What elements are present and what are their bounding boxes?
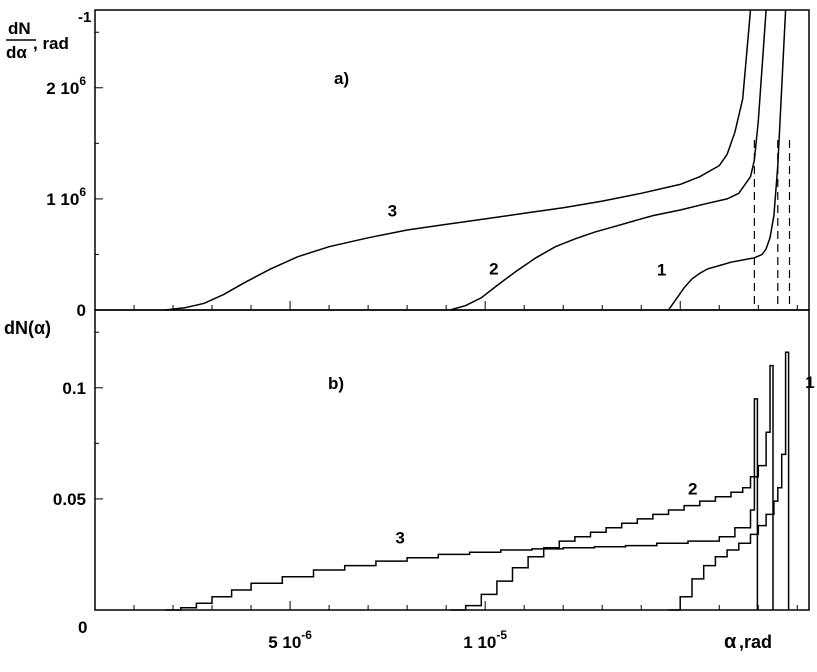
- dashed-lines: [753, 140, 791, 310]
- series-1-line-b: [668, 351, 790, 611]
- y-tick-label: 0.05: [53, 490, 86, 509]
- series-2-label: 2: [489, 259, 498, 278]
- y-tick-label: 0.1: [62, 379, 86, 398]
- x-tick-label: 5 10-6: [268, 628, 312, 652]
- series-3-label: 3: [388, 202, 397, 221]
- series-1-label: 1: [805, 373, 814, 392]
- x-origin-label: 0: [78, 618, 87, 637]
- series-3-label: 3: [395, 528, 404, 547]
- panel-b-label: b): [328, 374, 344, 393]
- panel-a-ylabel-numerator: dN: [8, 19, 31, 38]
- panel-b-ylabel: dN(α): [4, 318, 51, 338]
- series-1-line-a: [667, 9, 787, 311]
- x-axis-unit: ,rad: [739, 632, 772, 652]
- x-tick-labels: 5 10-6 1 10-5: [268, 628, 507, 652]
- y-tick-label: 2 106: [46, 74, 86, 98]
- series-2-label: 2: [688, 479, 697, 498]
- panel-b-ytick-labels: 0.05 0.1: [53, 379, 86, 509]
- x-tick-label: 1 10-5: [463, 628, 507, 652]
- series-2-line-b: [450, 364, 774, 611]
- panel-a-ytick-labels: 0 1 106 2 106: [46, 74, 86, 320]
- y-tick-label: 0: [77, 301, 86, 320]
- panel-a-ylabel-exponent: -1: [78, 9, 91, 26]
- tick-marks: [95, 31, 798, 610]
- panel-a-series-labels: 3 2 1: [388, 202, 667, 280]
- y-tick-label: 1 106: [46, 185, 86, 209]
- series-3-line-a: [165, 9, 752, 311]
- series-2-line-a: [449, 9, 767, 311]
- panel-a-ylabel-denominator: dα: [6, 43, 27, 62]
- panel-b-frame: [94, 309, 810, 611]
- panel-a-ylabel-unit: , rad: [33, 34, 69, 53]
- panel-a-label: a): [334, 69, 349, 88]
- panel-a-frame: [94, 9, 810, 311]
- x-axis-label: α: [724, 631, 737, 653]
- series-3-line-b: [165, 398, 759, 611]
- curves: [165, 9, 790, 611]
- panel-b-series-labels: 3 2 1: [395, 373, 814, 548]
- series-1-label: 1: [657, 261, 666, 280]
